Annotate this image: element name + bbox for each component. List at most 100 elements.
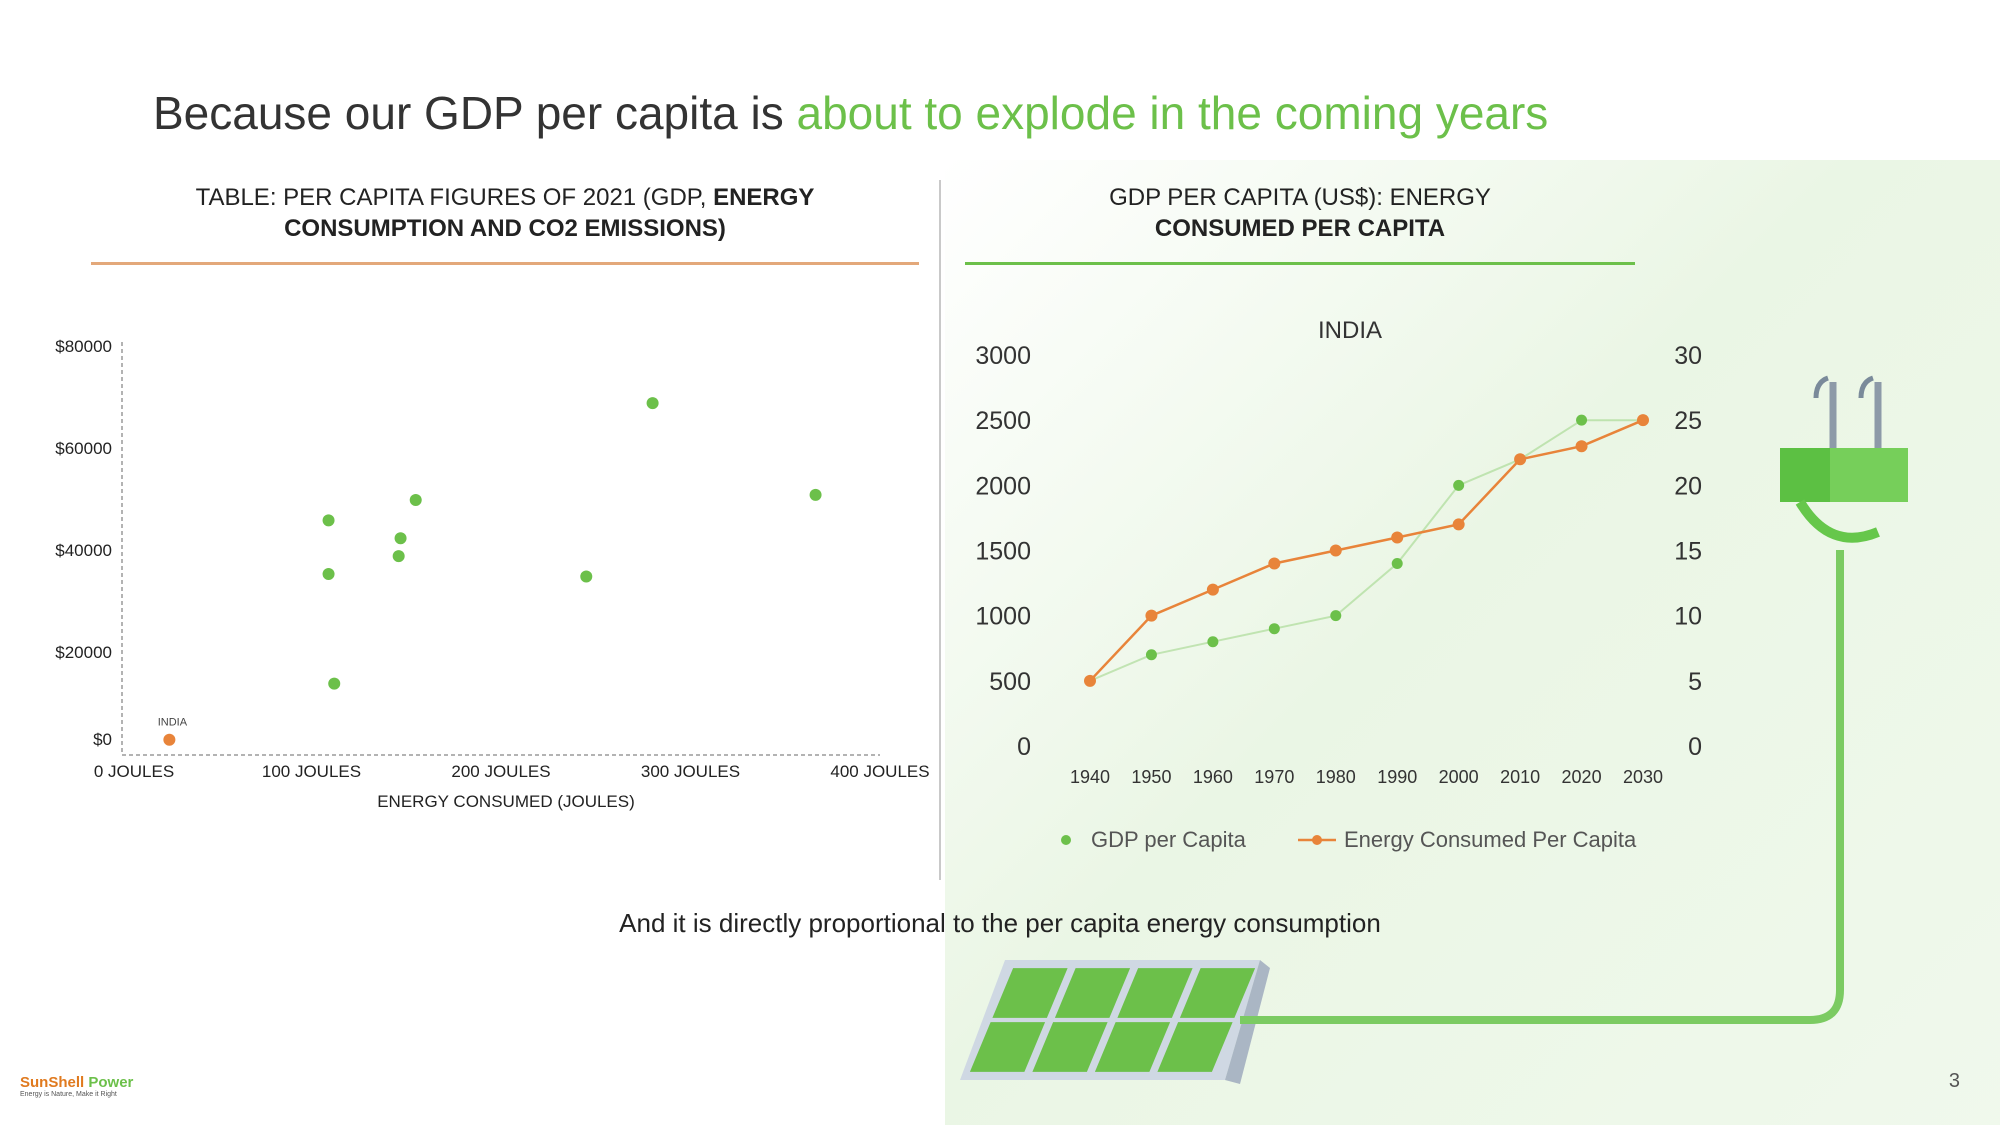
series-point	[1453, 479, 1465, 491]
scatter-x-axis-title: ENERGY CONSUMED (JOULES)	[377, 792, 635, 811]
x-tick-label: 2030	[1623, 767, 1663, 787]
series-point	[1330, 610, 1342, 622]
title-highlight: about to explode in the coming years	[796, 87, 1549, 139]
left-y-tick-label: 2000	[975, 472, 1031, 500]
scatter-point	[394, 532, 407, 545]
series-point	[1145, 609, 1158, 622]
right-y-tick-label: 0	[1688, 733, 1702, 761]
scatter-y-tick-label: $20000	[55, 643, 112, 662]
line-chart: INDIA 0 500 1000 1500 2000 2500 3000 0 5 10 15 20 25 3…	[975, 317, 1702, 852]
scatter-point	[163, 733, 176, 746]
solar-cell	[1054, 968, 1131, 1018]
legend-marker-energy	[1312, 835, 1322, 845]
x-tick-label: 1990	[1377, 767, 1417, 787]
x-tick-label: 2020	[1562, 767, 1602, 787]
x-tick-label: 2000	[1439, 767, 1479, 787]
series-point	[1391, 558, 1403, 570]
logo-name: SunShell Power	[20, 1074, 134, 1091]
scatter-point	[392, 550, 405, 563]
series-point	[1576, 414, 1588, 426]
right-y-tick-label: 15	[1674, 538, 1702, 566]
series-point	[1268, 623, 1280, 635]
legend-marker-gdp	[1061, 835, 1071, 845]
scatter-chart: $0 $20000 $40000 $60000 $80000 0 JOULES 100 JO…	[55, 337, 929, 811]
series-point	[1207, 636, 1219, 648]
left-y-tick-label: 3000	[975, 342, 1031, 370]
scatter-point	[646, 397, 659, 410]
series-point	[1575, 440, 1588, 453]
scatter-point-label: INDIA	[158, 717, 188, 729]
scatter-x-tick-label: 100 JOULES	[262, 762, 361, 781]
right-y-tick-label: 5	[1688, 668, 1702, 696]
x-tick-label: 1940	[1070, 767, 1110, 787]
slide-caption: And it is directly proportional to the p…	[619, 908, 1381, 938]
right-y-tick-label: 30	[1674, 342, 1702, 370]
right-panel-rule	[965, 262, 1635, 265]
logo-tagline: Energy is Nature, Make it Right	[20, 1091, 117, 1098]
x-tick-label: 1950	[1131, 767, 1171, 787]
right-y-tick-label: 20	[1674, 472, 1702, 500]
legend-label-gdp: GDP per Capita	[1091, 827, 1247, 852]
scatter-y-tick-label: $0	[93, 730, 112, 749]
left-y-tick-label: 1000	[975, 603, 1031, 631]
scatter-y-tick-label: $40000	[55, 541, 112, 560]
left-y-tick-label: 500	[989, 668, 1031, 696]
panel-divider	[939, 180, 941, 880]
right-y-tick-label: 10	[1674, 603, 1702, 631]
series-point	[1637, 414, 1649, 427]
series-point	[1452, 518, 1465, 531]
series-point	[1206, 583, 1219, 596]
series-point	[1329, 544, 1342, 557]
x-tick-label: 2010	[1500, 767, 1540, 787]
series-trendline	[1089, 419, 1643, 682]
power-cable	[1240, 550, 1844, 1024]
page-number: 3	[1948, 1070, 1960, 1092]
scatter-x-tick-label: 300 JOULES	[641, 762, 740, 781]
scatter-x-tick-label: 0 JOULES	[94, 762, 174, 781]
solar-cell	[1157, 1022, 1233, 1072]
right-y-tick-label: 25	[1674, 407, 1702, 435]
solar-cell	[1179, 968, 1256, 1018]
left-panel-rule	[91, 262, 919, 265]
scatter-point	[322, 567, 335, 580]
series-point	[1268, 557, 1281, 570]
scatter-point	[809, 488, 822, 501]
left-panel-title-line1: TABLE: PER CAPITA FIGURES OF 2021 (GDP, …	[195, 184, 815, 211]
right-panel-title-line1: GDP PER CAPITA (US$): ENERGY	[1109, 184, 1491, 211]
scatter-x-tick-label: 400 JOULES	[830, 762, 929, 781]
solar-panel-illustration	[960, 960, 1270, 1084]
solar-cell	[992, 968, 1068, 1018]
legend-label-energy: Energy Consumed Per Capita	[1344, 827, 1637, 852]
plug-illustration	[1780, 375, 1908, 543]
x-tick-label: 1970	[1254, 767, 1294, 787]
x-tick-label: 1960	[1193, 767, 1233, 787]
left-y-tick-label: 2500	[975, 407, 1031, 435]
series-line	[1089, 419, 1644, 682]
scatter-y-tick-label: $80000	[55, 337, 112, 356]
title-plain: Because our GDP per capita is	[153, 87, 797, 139]
left-panel-title-line2: CONSUMPTION AND CO2 EMISSIONS)	[284, 215, 726, 242]
x-tick-label: 1980	[1316, 767, 1356, 787]
right-panel-title-line2: CONSUMED PER CAPITA	[1154, 215, 1446, 242]
left-panel-title: TABLE: PER CAPITA FIGURES OF 2021 (GDP, …	[100, 182, 910, 244]
scatter-x-tick-label: 200 JOULES	[451, 762, 550, 781]
line-chart-title: INDIA	[1318, 317, 1382, 344]
series-point	[1145, 649, 1157, 661]
solar-cell	[1032, 1022, 1108, 1072]
scatter-point	[409, 494, 422, 506]
series-point	[1084, 674, 1096, 687]
company-logo: SunShell Power Energy is Nature, Make it…	[20, 1074, 133, 1098]
left-y-tick-label: 0	[1017, 733, 1031, 761]
solar-cell	[969, 1022, 1046, 1072]
right-panel-title: GDP PER CAPITA (US$): ENERGY CONSUMED PE…	[965, 182, 1635, 244]
scatter-point	[322, 514, 335, 527]
slide-title: Because our GDP per capita is about to e…	[153, 86, 1548, 140]
scatter-point	[580, 570, 593, 583]
left-y-tick-label: 1500	[975, 538, 1031, 566]
scatter-y-tick-label: $60000	[55, 439, 112, 458]
series-point	[1391, 531, 1404, 544]
series-point	[1514, 453, 1527, 466]
solar-cell	[1094, 1022, 1171, 1072]
solar-cell	[1117, 968, 1193, 1018]
scatter-point	[328, 677, 341, 690]
